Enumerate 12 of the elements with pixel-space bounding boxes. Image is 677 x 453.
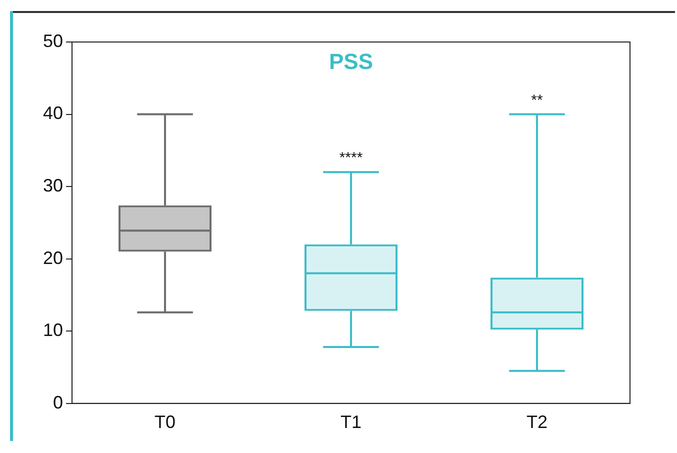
y-tick-label: 10 — [42, 320, 64, 340]
y-tick-label: 20 — [42, 248, 64, 268]
y-tick-label: 40 — [42, 103, 64, 124]
y-tick-label: 50 — [42, 30, 64, 51]
y-tick-label: 0 — [53, 392, 64, 412]
chart-title: PSS — [328, 49, 374, 74]
x-tick-label: T1 — [340, 412, 362, 432]
annotation: **** — [339, 150, 363, 167]
y-tick-label: 30 — [42, 176, 64, 196]
annotation: ** — [531, 92, 543, 109]
x-tick-label: T0 — [154, 412, 176, 432]
x-tick-label: T2 — [526, 412, 548, 432]
